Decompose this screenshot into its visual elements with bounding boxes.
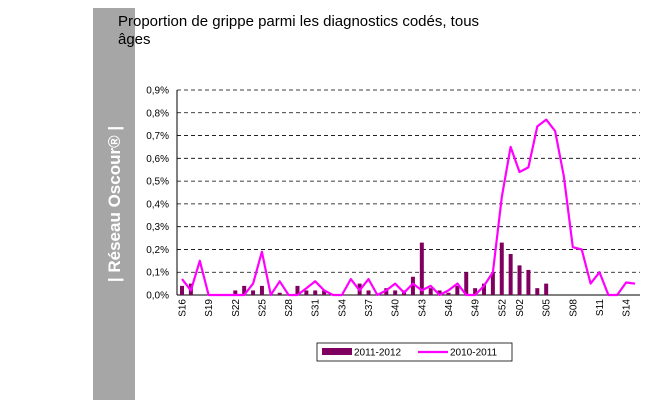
- x-tick-label: S11: [595, 299, 606, 316]
- bar: [180, 285, 184, 295]
- bar: [259, 285, 264, 295]
- chart-title: Proportion de grippe parmi les diagnosti…: [118, 13, 479, 48]
- y-tick-label: 0,0%: [146, 291, 169, 302]
- bar: [535, 288, 540, 295]
- bar: [482, 283, 486, 295]
- x-tick-label: S19: [204, 299, 215, 317]
- y-tick-label: 0,2%: [146, 245, 169, 256]
- bar: [526, 269, 531, 295]
- y-tick-label: 0,1%: [146, 268, 169, 279]
- x-tick-label: S49: [471, 299, 482, 317]
- x-tick-label: S28: [284, 299, 295, 317]
- x-tick-label: S08: [568, 299, 579, 317]
- bar: [233, 290, 238, 295]
- bar: [242, 285, 247, 295]
- bar: [366, 290, 371, 295]
- bar: [473, 288, 478, 295]
- x-tick-label: S22: [231, 299, 242, 317]
- line: [181, 118, 636, 297]
- bar: [277, 292, 282, 295]
- y-tick-label: 0,8%: [146, 108, 169, 119]
- bar: [322, 290, 327, 295]
- x-tick-label: S46: [444, 299, 455, 317]
- x-tick-label: S16: [178, 299, 189, 317]
- bar: [499, 242, 504, 295]
- y-tick-label: 0,7%: [146, 131, 169, 142]
- x-tick-label: S02: [515, 299, 526, 317]
- bar: [313, 290, 318, 295]
- y-tick-label: 0,4%: [146, 199, 169, 210]
- legend: 2011-2012 2010-2011: [316, 342, 513, 362]
- bar: [508, 254, 513, 295]
- banner-bg: [93, 8, 135, 400]
- x-tick-label: S40: [391, 299, 402, 317]
- legend-box: [316, 342, 513, 362]
- x-tick-label: S52: [497, 299, 508, 317]
- legend-swatch: [322, 348, 352, 355]
- bar: [517, 265, 522, 295]
- bar: [419, 242, 424, 295]
- bar: [251, 290, 256, 295]
- x-tick-label: S43: [417, 299, 428, 317]
- bar: [295, 285, 300, 295]
- bar: [428, 288, 433, 295]
- y-tick-label: 0,6%: [146, 154, 169, 165]
- x-tick-label: S14: [622, 299, 633, 317]
- legend-label: 2011-2012: [354, 348, 402, 359]
- legend-label: 2010-2011: [450, 348, 498, 359]
- bar: [544, 283, 549, 295]
- bar: [393, 290, 398, 295]
- bar: [437, 290, 442, 295]
- x-tick-label: S37: [364, 299, 375, 317]
- bar: [464, 272, 469, 295]
- x-tick-label: S34: [337, 299, 348, 317]
- bar: [446, 292, 451, 295]
- x-tick-label: S25: [257, 299, 268, 317]
- y-tick-label: 0,9%: [146, 86, 169, 97]
- y-tick-label: 0,3%: [146, 222, 169, 233]
- y-tick-label: 0,5%: [146, 177, 169, 188]
- x-tick-label: S31: [311, 299, 322, 317]
- bar: [304, 290, 309, 295]
- x-tick-label: S05: [542, 299, 553, 317]
- bar: [455, 285, 460, 295]
- bar: [410, 276, 415, 295]
- bar: [490, 272, 495, 295]
- banner: | Réseau Oscour® |: [105, 126, 124, 282]
